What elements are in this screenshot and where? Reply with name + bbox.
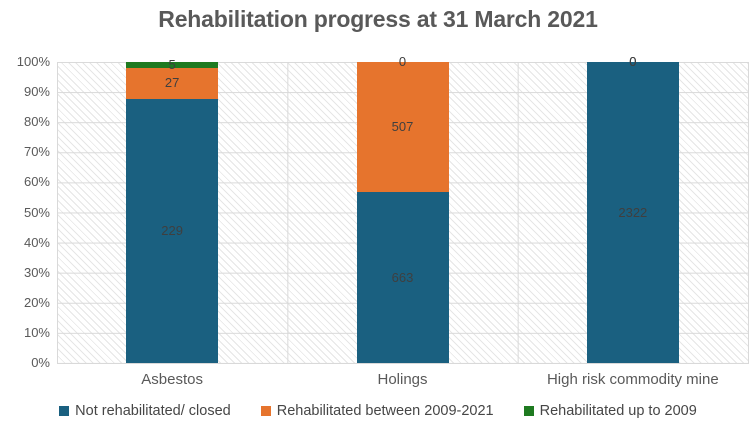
bar-segment [586,62,679,363]
legend-item: Rehabilitated up to 2009 [523,403,697,419]
bar-value-label: 507 [391,119,414,135]
bar-segment [126,67,219,99]
legend-label: Rehabilitated between 2009-2021 [276,403,494,419]
y-tick-label: 40% [23,234,50,250]
legend-swatch-icon [59,406,70,416]
y-tick-label: 60% [23,174,50,190]
y-tick-label: 20% [23,294,50,310]
legend-item: Rehabilitated between 2009-2021 [260,403,494,419]
y-tick-label: 80% [23,114,50,130]
legend-label: Rehabilitated up to 2009 [539,403,697,419]
plot-area: 229 27 5 663 507 0 2322 0 0 [57,54,749,364]
bar-segment [126,62,219,68]
legend: Not rehabilitated/ closed Rehabilitated b… [0,403,756,419]
y-tick-label: 100% [16,54,50,69]
bar-segment [356,192,449,363]
legend-swatch-icon [260,406,271,416]
bar-value-label: 27 [164,75,180,91]
y-tick-label: 10% [23,324,50,340]
bar-segment [356,62,449,193]
y-tick-label: 0% [31,355,50,370]
legend-swatch-icon [523,406,534,416]
bar-value-label: 5 [168,56,176,72]
legend-item: Not rehabilitated/ closed [59,403,231,419]
x-category-label: High risk commodity mine [546,371,719,388]
bar-value-label: 0 [629,54,637,69]
bar-segment [126,98,219,363]
bar-value-label: 663 [391,269,414,285]
stacked-bar-asbestos: 229 27 5 [126,57,219,363]
y-tick-label: 90% [23,84,50,100]
bar-value-label: 0 [398,54,407,69]
x-category-label: Asbestos [141,371,203,388]
bar-value-label: 229 [161,222,183,238]
stacked-bar-holings: 663 507 0 [356,54,449,363]
legend-label: Not rehabilitated/ closed [75,403,231,419]
y-tick-label: 70% [23,144,50,160]
bar-value-label: 0 [629,54,637,69]
x-category-label: Holings [377,371,428,388]
stacked-bar-high-risk-commodity-mine: 2322 0 0 [586,54,679,363]
y-tick-label: 50% [23,204,50,220]
bar-value-label: 2322 [618,204,648,220]
y-tick-label: 30% [23,264,50,280]
chart-title: Rehabilitation progress at 31 March 2021 [158,6,598,32]
